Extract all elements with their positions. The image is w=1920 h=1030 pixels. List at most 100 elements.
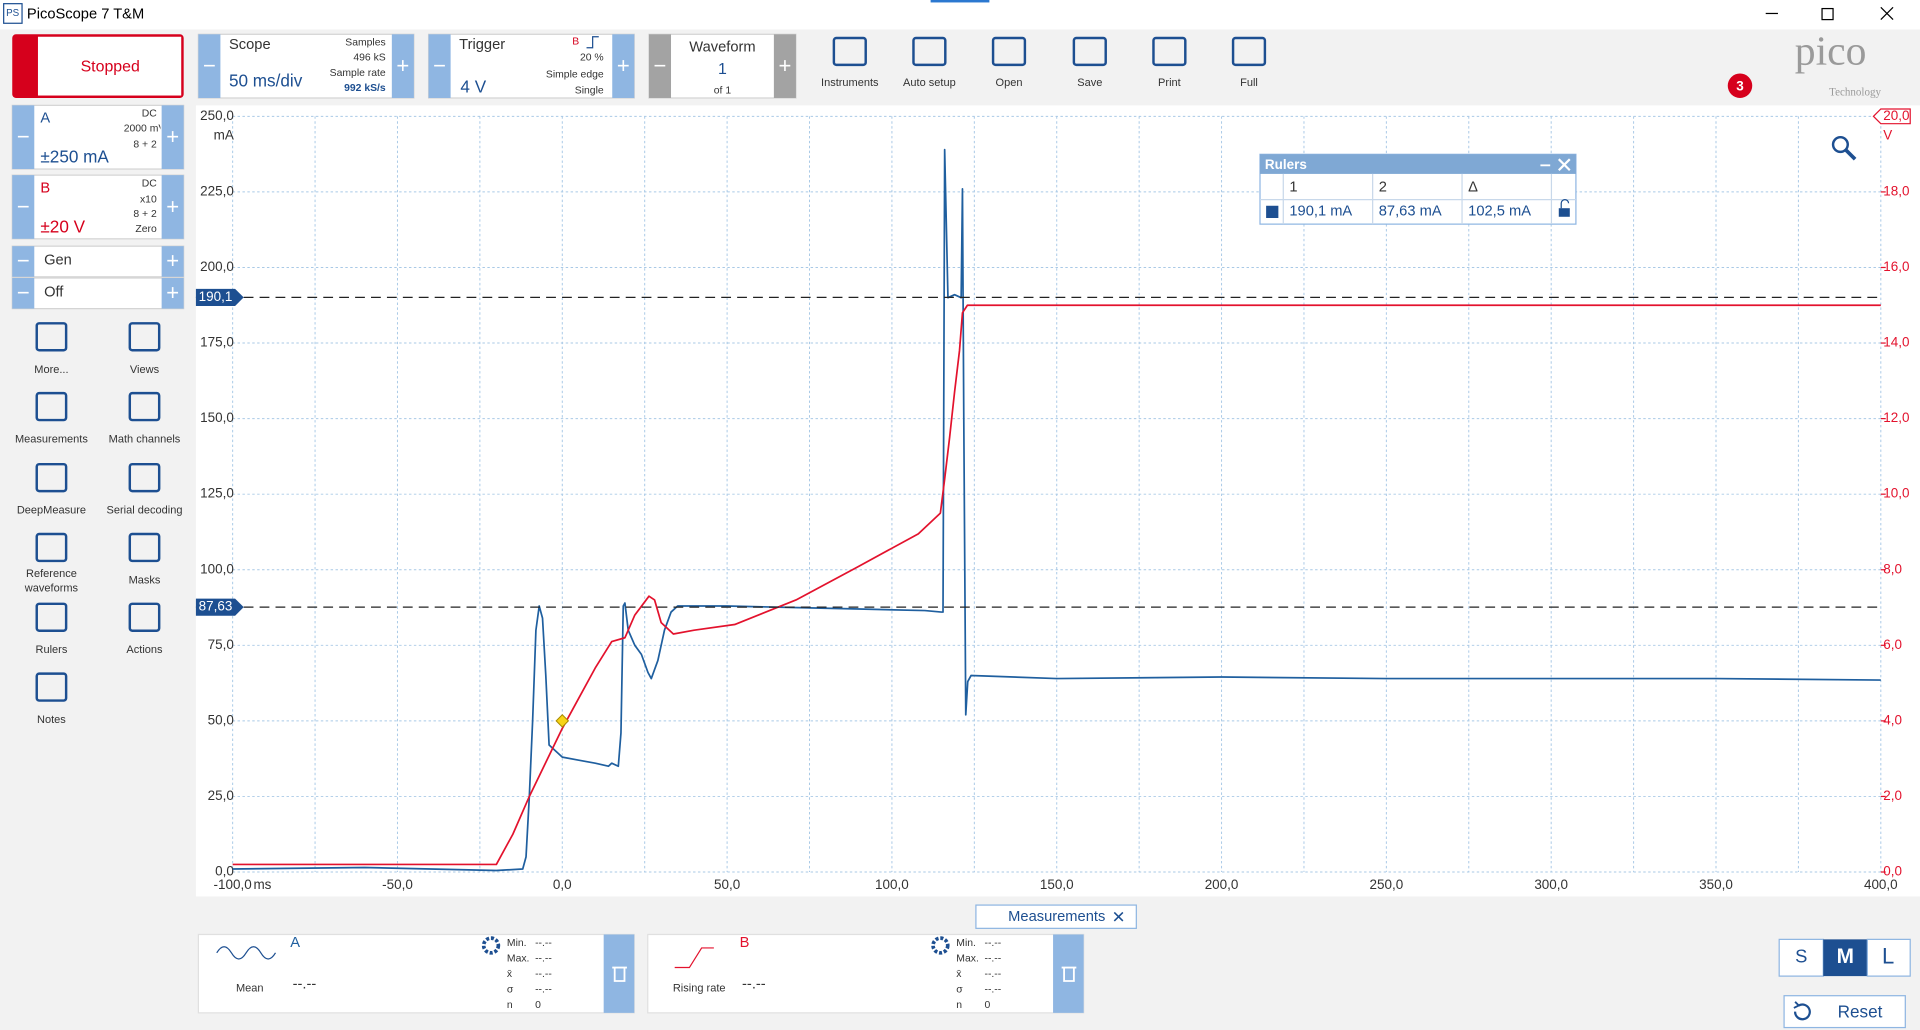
- gen-plus[interactable]: [161, 246, 184, 277]
- reset-icon: [1793, 1003, 1811, 1021]
- scope-label: Scope: [229, 37, 271, 53]
- size-button-selected[interactable]: [1823, 939, 1868, 977]
- view-size: S M L: [1778, 938, 1911, 977]
- tool-icon: [128, 322, 161, 352]
- run-button-face: [37, 36, 182, 96]
- ruler-label: 87,63: [199, 599, 233, 614]
- tool-label: Views: [130, 364, 160, 376]
- window-title: PicoScope 7 T&M: [27, 7, 144, 23]
- resolution: 8 + 2: [133, 139, 157, 150]
- sidebar-tool[interactable]: Masks: [128, 532, 161, 586]
- minus-glyph: −: [17, 280, 30, 305]
- channel-plus[interactable]: [161, 105, 184, 170]
- sidebar-tool[interactable]: Views: [128, 322, 161, 376]
- x-tick-label: 250,0: [1370, 877, 1404, 892]
- scope-control: − + Scope 50 ms/div Samples 496 kS Sampl…: [197, 33, 415, 99]
- card-settings[interactable]: [931, 936, 950, 955]
- tool-label: Actions: [126, 644, 163, 656]
- trash-icon: [1061, 966, 1077, 982]
- restore-button[interactable]: [1821, 7, 1834, 21]
- sidebar-tool[interactable]: Measurements: [15, 391, 88, 446]
- ruler-handle[interactable]: [195, 598, 244, 616]
- y2-tick-label: 8,0: [1883, 561, 1902, 576]
- gen-label: Gen: [44, 253, 72, 269]
- channel-name: B: [40, 180, 50, 196]
- channel-minus[interactable]: [12, 175, 35, 239]
- trigger-plus[interactable]: [612, 34, 635, 98]
- sidebar-tool[interactable]: Notes: [35, 672, 68, 726]
- size-label: M: [1837, 945, 1854, 968]
- tool-button[interactable]: Full: [1231, 36, 1267, 89]
- ruler-handle[interactable]: [195, 288, 244, 306]
- gen-state-plus[interactable]: [161, 278, 184, 309]
- scope-plus[interactable]: [391, 34, 414, 98]
- scope-view: -100,0 -50,0 0,0 50,0 100,0 150,0 200,0 250,0 30…: [195, 108, 1911, 892]
- zoom-button[interactable]: [1831, 135, 1857, 161]
- logo: pico: [1795, 29, 1867, 75]
- tool-button[interactable]: Save: [1072, 36, 1107, 89]
- ruler-lock[interactable]: [1558, 208, 1570, 217]
- trigger-label: Trigger: [459, 37, 505, 53]
- rulers-header-cell: Δ: [1468, 179, 1478, 195]
- timebase[interactable]: 50 ms/div: [229, 71, 303, 91]
- measurements-tab[interactable]: Measurements: [975, 904, 1137, 929]
- tool-icon: [912, 36, 947, 67]
- reset-arrow: [1793, 1001, 1801, 1009]
- sidebar-tool[interactable]: Reference waveforms: [7, 532, 95, 598]
- rulers-close[interactable]: [1557, 158, 1571, 172]
- stat-value: --.--: [984, 938, 1001, 949]
- channel-range[interactable]: ±250 mA: [40, 147, 109, 167]
- plus-glyph: +: [166, 124, 179, 149]
- channel-range[interactable]: ±20 V: [40, 216, 85, 236]
- channel-minus[interactable]: [12, 105, 35, 170]
- sidebar-tool[interactable]: Rulers: [36, 602, 68, 656]
- tool-icon: [128, 602, 161, 632]
- tab-close[interactable]: [1113, 911, 1124, 922]
- tool-button[interactable]: Open: [991, 36, 1027, 89]
- reset-button[interactable]: Reset: [1783, 995, 1906, 1029]
- sidebar-tool[interactable]: Serial decoding: [107, 462, 183, 517]
- trigger-minus[interactable]: [428, 34, 451, 98]
- minus-glyph: −: [17, 124, 30, 149]
- app-icon: [3, 3, 23, 24]
- rulers-title: Rulers: [1265, 157, 1307, 172]
- trigger-level[interactable]: 4 V: [460, 77, 486, 97]
- sidebar-tool[interactable]: Math channels: [109, 391, 181, 446]
- size-button[interactable]: [1778, 938, 1824, 977]
- tool-button[interactable]: Instruments: [821, 36, 879, 89]
- trigger-type: Single: [575, 85, 604, 96]
- tool-label: Instruments: [821, 77, 879, 89]
- notification-badge[interactable]: [1727, 73, 1753, 98]
- gen-minus[interactable]: [12, 246, 35, 277]
- sidebar-tool[interactable]: More...: [34, 322, 69, 376]
- close-button[interactable]: [1880, 6, 1894, 21]
- trigger-control: − + Trigger 4 V B 20 % Simple edge Singl…: [427, 33, 635, 99]
- scope-minus[interactable]: [198, 34, 221, 98]
- channel-plus[interactable]: [161, 175, 184, 239]
- size-button[interactable]: [1866, 938, 1911, 977]
- tool-icon: [128, 462, 161, 493]
- tool-label: Save: [1077, 77, 1102, 89]
- ruler-label: 190,1: [199, 289, 233, 304]
- sidebar-tool[interactable]: Actions: [126, 602, 163, 656]
- channel-name: A: [40, 111, 50, 127]
- waveform-minus[interactable]: [648, 34, 672, 98]
- sidebar-tool[interactable]: DeepMeasure: [17, 462, 86, 517]
- run-button[interactable]: Stopped: [12, 34, 184, 98]
- trigger-marker[interactable]: [555, 714, 570, 728]
- offset: Zero: [135, 224, 157, 235]
- tool-button[interactable]: Auto setup: [903, 36, 956, 89]
- card-delete[interactable]: [1053, 934, 1084, 1013]
- card-delete[interactable]: [603, 934, 635, 1013]
- tool-icon: [35, 322, 68, 352]
- y-tick-label: 0,0: [215, 864, 234, 879]
- waveform-plus[interactable]: [773, 34, 796, 98]
- x-tick-label: 350,0: [1699, 877, 1733, 892]
- gen-state-minus[interactable]: [12, 278, 35, 309]
- card-settings[interactable]: [481, 936, 501, 955]
- y2-tick-label: 18,0: [1883, 183, 1909, 198]
- tool-button[interactable]: Print: [1152, 36, 1187, 89]
- plus-glyph: +: [617, 53, 630, 78]
- y-tick-label: 225,0: [200, 183, 234, 198]
- card-channel: A: [290, 935, 300, 951]
